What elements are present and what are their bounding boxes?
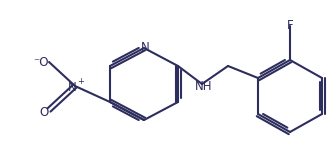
Text: NH: NH	[195, 79, 213, 93]
Text: +: +	[78, 77, 84, 85]
Text: O: O	[40, 105, 49, 118]
Text: F: F	[287, 18, 293, 32]
Text: ⁻O: ⁻O	[33, 55, 49, 69]
Text: N: N	[68, 81, 76, 93]
Text: N: N	[141, 41, 149, 53]
